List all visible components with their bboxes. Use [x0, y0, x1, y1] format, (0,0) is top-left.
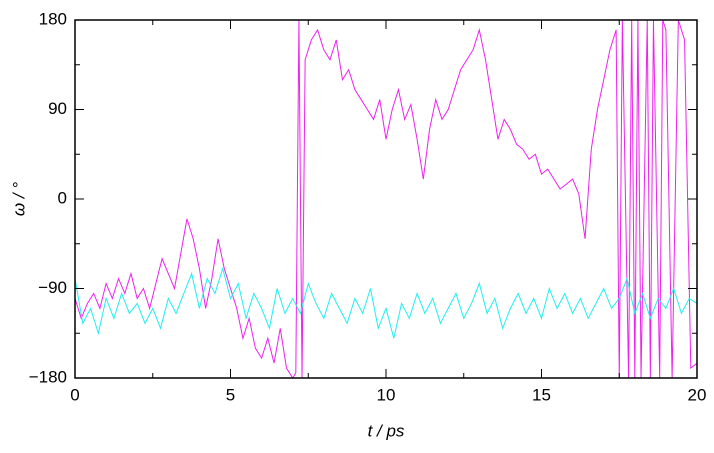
x-tick-label: 20	[688, 385, 707, 404]
y-tick-label: −90	[38, 278, 67, 297]
y-tick-label: 90	[48, 99, 67, 118]
data-line	[74, 19, 698, 379]
x-tick-label: 0	[70, 385, 79, 404]
plot-background	[75, 20, 697, 378]
y-tick-label: −180	[29, 367, 67, 386]
y-tick-label: 0	[58, 188, 67, 207]
x-tick-label: 10	[377, 385, 396, 404]
x-axis-label: t / ps	[368, 421, 405, 440]
x-tick-label: 15	[532, 385, 551, 404]
y-tick-label: 180	[39, 9, 67, 28]
y-axis-label: ω / °	[9, 182, 28, 216]
data-line	[74, 266, 698, 339]
x-tick-label: 5	[226, 385, 235, 404]
